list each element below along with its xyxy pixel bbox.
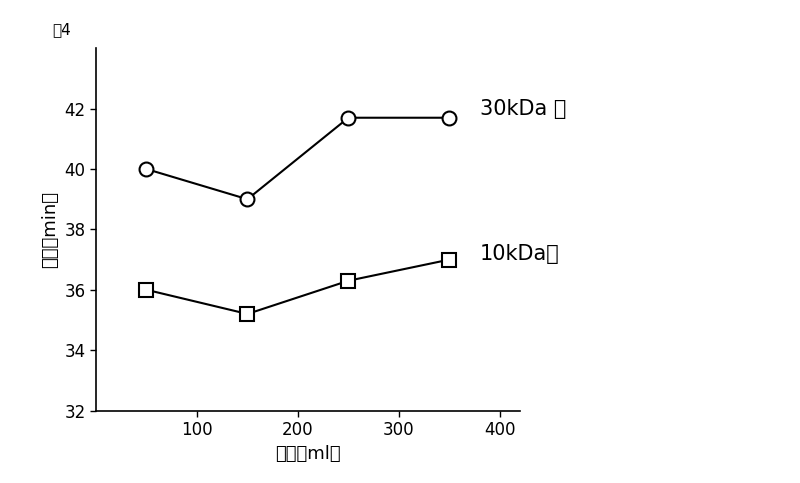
Text: 30kDa 膜: 30kDa 膜: [480, 99, 566, 119]
Text: 10kDa膜: 10kDa膜: [480, 243, 559, 264]
X-axis label: 流量（ml）: 流量（ml）: [275, 444, 341, 463]
Text: 时4: 时4: [53, 22, 71, 37]
Y-axis label: 时间（min）: 时间（min）: [41, 191, 58, 268]
